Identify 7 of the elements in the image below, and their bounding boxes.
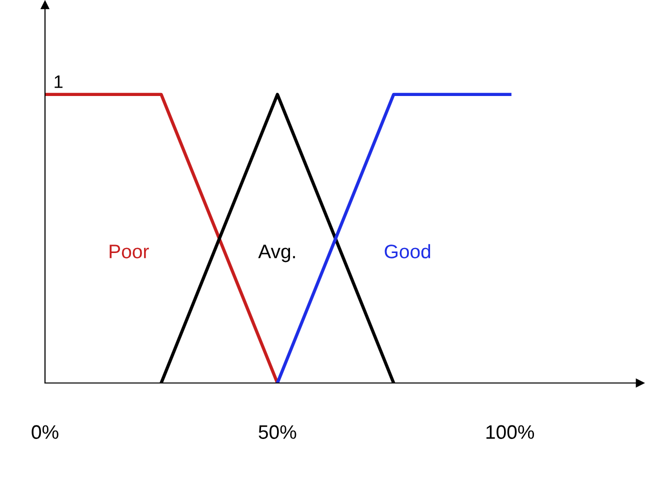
x-tick-label: 50% [258,425,296,439]
x-tick-label: 100% [486,425,534,439]
x-tick-label: 0% [32,425,58,439]
text: Good [384,244,430,258]
text: Poor [110,244,149,258]
series-label: Avg. [258,244,295,262]
annotation: 1 [54,76,62,88]
